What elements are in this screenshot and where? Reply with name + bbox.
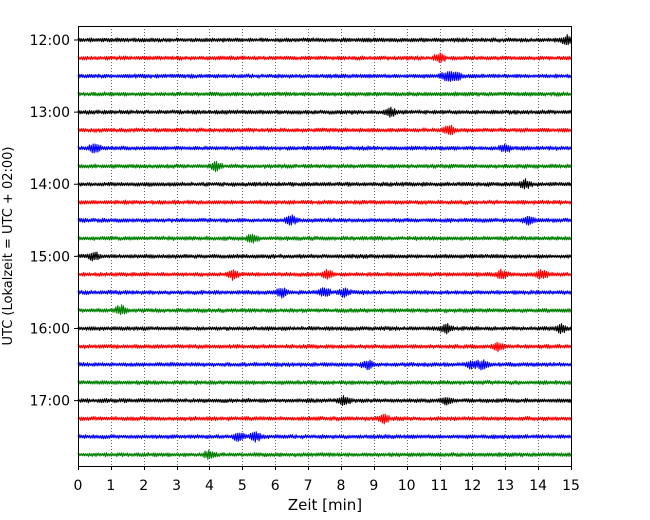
trace-1230 (77, 71, 572, 82)
x-tick-label: 0 (74, 478, 83, 494)
trace-1730 (77, 431, 572, 443)
x-tick-label: 10 (398, 478, 416, 494)
trace-1400 (77, 178, 572, 190)
trace-1445 (77, 233, 572, 244)
trace-1715 (77, 413, 572, 425)
y-tick-label: 17:00 (30, 394, 70, 410)
trace-1700 (77, 395, 572, 406)
y-tick-label: 15:00 (30, 249, 70, 265)
trace-1745 (77, 449, 572, 460)
plot-frame (78, 26, 572, 467)
trace-1415 (77, 199, 572, 205)
x-tick-label: 13 (496, 478, 514, 494)
trace-1430 (77, 214, 572, 226)
y-axis-label: UTC (Lokalzeit = UTC + 02:00) (1, 147, 16, 346)
x-tick-label: 12 (463, 478, 481, 494)
x-tick-label: 11 (431, 478, 449, 494)
x-tick-label: 4 (205, 478, 214, 494)
x-axis: 0 1 2 3 4 5 6 7 8 9 10 11 12 13 14 15 (74, 466, 580, 494)
x-tick-label: 3 (172, 478, 181, 494)
trace-1645 (77, 379, 572, 386)
grid-lines (111, 26, 539, 466)
x-tick-label: 8 (336, 478, 345, 494)
trace-1300 (77, 106, 572, 118)
trace-1615 (77, 341, 572, 353)
x-tick-label: 1 (106, 478, 115, 494)
trace-1215 (77, 52, 572, 63)
x-tick-label: 9 (369, 478, 378, 494)
x-tick-label: 6 (271, 478, 280, 494)
y-tick-label: 12:00 (30, 33, 70, 49)
trace-1500 (77, 251, 572, 262)
x-tick-label: 14 (529, 478, 547, 494)
trace-1630 (77, 359, 572, 371)
y-tick-label: 14:00 (30, 177, 70, 193)
x-tick-label: 5 (238, 478, 247, 494)
trace-1530 (77, 287, 572, 299)
trace-1600 (77, 322, 572, 335)
trace-1315 (77, 124, 572, 136)
trace-layer (77, 34, 572, 460)
trace-1245 (77, 91, 572, 97)
trace-1200 (77, 34, 572, 46)
trace-1330 (77, 143, 572, 154)
x-axis-label: Zeit [min] (288, 496, 362, 514)
y-tick-label: 13:00 (30, 105, 70, 121)
y-axis: 12:00 13:00 14:00 15:00 16:00 17:00 (30, 33, 78, 410)
trace-1515 (77, 268, 572, 281)
y-tick-label: 16:00 (30, 321, 70, 337)
x-tick-label: 15 (562, 478, 580, 494)
trace-1545 (77, 304, 572, 316)
x-tick-label: 7 (304, 478, 313, 494)
x-tick-label: 2 (139, 478, 148, 494)
trace-1345 (77, 160, 572, 173)
